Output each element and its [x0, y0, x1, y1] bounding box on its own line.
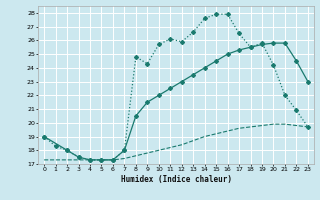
X-axis label: Humidex (Indice chaleur): Humidex (Indice chaleur)	[121, 175, 231, 184]
